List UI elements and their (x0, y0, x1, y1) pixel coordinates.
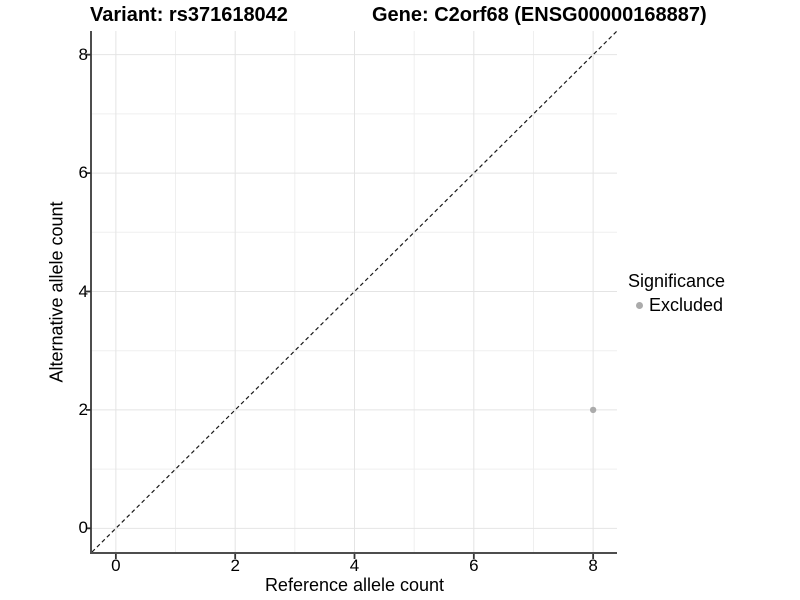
x-tick-label: 8 (588, 556, 598, 575)
x-tick-label: 6 (469, 556, 479, 575)
y-tick-label: 2 (78, 399, 88, 419)
plot-title-gene: Gene: C2orf68 (ENSG00000168887) (372, 4, 707, 26)
y-tick-label: 8 (78, 44, 88, 64)
legend-point-icon (636, 302, 643, 309)
y-tick-label: 4 (78, 281, 88, 301)
x-tick-label: 4 (349, 556, 360, 575)
plot-title-variant: Variant: rs371618042 (90, 4, 288, 26)
y-tick-label: 0 (78, 518, 88, 538)
identity-line (91, 30, 618, 553)
legend-item-label: Excluded (649, 295, 724, 315)
x-tick-label: 2 (230, 556, 240, 575)
data-point (589, 406, 597, 414)
legend-title: Significance (628, 271, 726, 291)
y-tick-label: 6 (78, 163, 88, 183)
y-axis-title: Alternative allele count (46, 201, 67, 383)
x-tick-label: 0 (111, 556, 121, 575)
legend: Significance Excluded (628, 271, 725, 316)
x-axis-title: Reference allele count (264, 575, 445, 595)
legend-item-excluded: Excluded (628, 295, 725, 316)
